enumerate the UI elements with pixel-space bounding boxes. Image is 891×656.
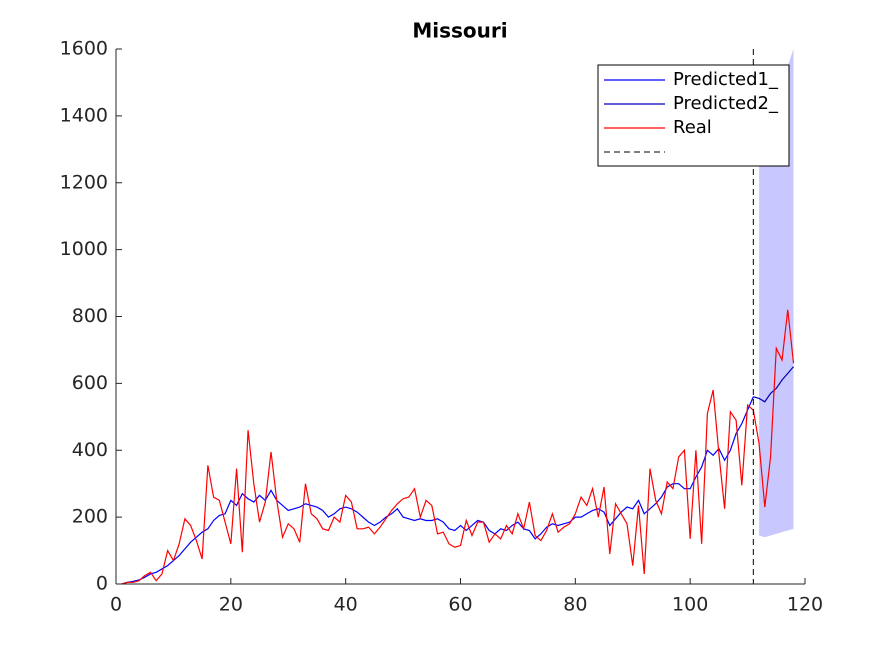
x-tick-label: 120 (787, 594, 823, 616)
series-line (121, 396, 754, 584)
chart-title: Missouri (412, 19, 507, 43)
legend-box (597, 64, 790, 167)
y-tick-label: 1200 (60, 171, 108, 193)
x-tick-label: 20 (219, 594, 243, 616)
plot-area (121, 49, 795, 584)
y-tick-label: 200 (72, 506, 108, 528)
series-line (121, 309, 795, 584)
legend-label: Real (673, 117, 712, 138)
confidence-band (759, 49, 794, 538)
x-tick-label: 80 (563, 594, 587, 616)
y-tick-label: 600 (72, 372, 108, 394)
legend-label: Predicted2_ (673, 93, 779, 114)
x-tick-label: 100 (672, 594, 708, 616)
x-tick-label: 60 (448, 594, 472, 616)
legend-label: Predicted1_ (673, 69, 779, 90)
y-tick-label: 0 (96, 573, 108, 595)
y-tick-label: 800 (72, 305, 108, 327)
y-tick-label: 1400 (60, 104, 108, 126)
x-tick-label: 40 (334, 594, 358, 616)
x-tick-label: 0 (110, 594, 122, 616)
y-tick-label: 1600 (60, 38, 108, 60)
y-tick-label: 1000 (60, 238, 108, 260)
y-tick-label: 400 (72, 439, 108, 461)
series-line (753, 366, 794, 403)
